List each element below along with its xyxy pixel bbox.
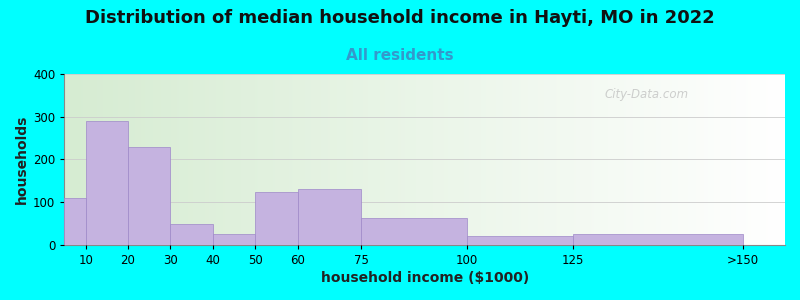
Bar	[573, 234, 742, 245]
Bar	[467, 236, 573, 245]
Bar	[361, 218, 467, 245]
Bar	[213, 234, 255, 245]
Bar	[86, 121, 128, 245]
Bar	[255, 192, 298, 245]
Text: Distribution of median household income in Hayti, MO in 2022: Distribution of median household income …	[85, 9, 715, 27]
Bar	[65, 198, 86, 245]
Bar	[170, 224, 213, 245]
X-axis label: household income ($1000): household income ($1000)	[321, 271, 529, 285]
Bar	[298, 189, 361, 245]
Text: City-Data.com: City-Data.com	[605, 88, 689, 101]
Bar	[128, 147, 170, 245]
Text: All residents: All residents	[346, 48, 454, 63]
Y-axis label: households: households	[15, 115, 29, 204]
